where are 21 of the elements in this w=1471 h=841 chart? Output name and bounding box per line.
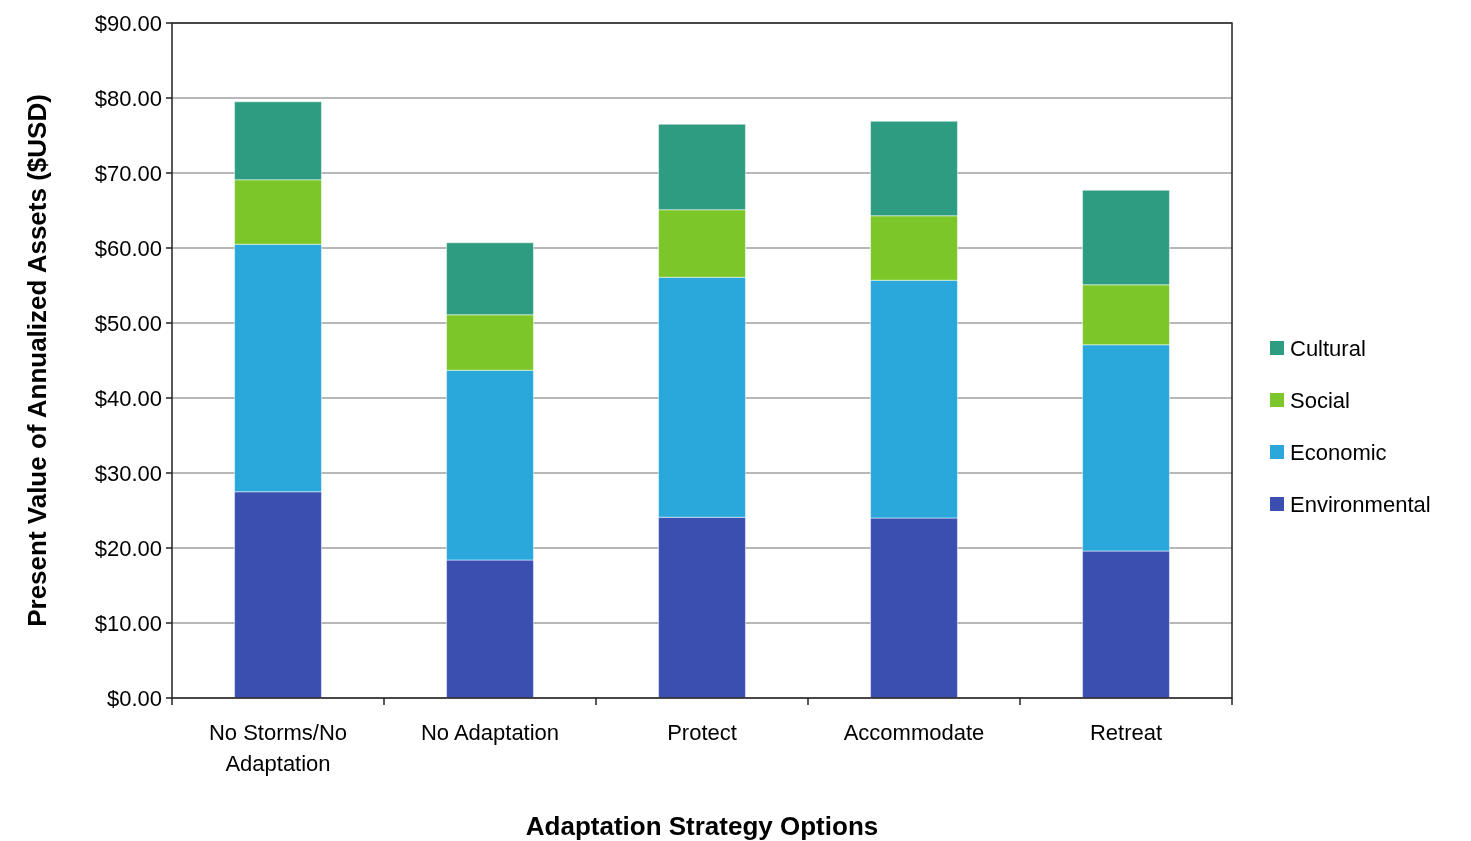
y-tick-label: $10.00	[94, 610, 162, 636]
y-tick-label: $80.00	[94, 85, 162, 111]
y-tick-label: $20.00	[94, 535, 162, 561]
y-tick-label: $50.00	[94, 310, 162, 336]
y-tick-label: $90.00	[94, 10, 162, 36]
legend-label: Cultural	[1290, 335, 1366, 361]
x-axis-title: Adaptation Strategy Options	[525, 811, 879, 841]
y-tick-label: $40.00	[94, 385, 162, 411]
legend-label: Economic	[1290, 439, 1387, 465]
y-tick-label: $0.00	[106, 685, 162, 711]
x-tick-label: Accommodate	[843, 720, 985, 745]
y-tick-label: $30.00	[94, 460, 162, 486]
legend-label: Social	[1290, 387, 1350, 413]
x-tick-label: Retreat	[1089, 720, 1163, 745]
x-tick-label: No Storms/No Adaptation	[208, 720, 348, 776]
y-tick-label: $70.00	[94, 160, 162, 186]
x-tick-label: No Adaptation	[420, 720, 560, 745]
y-axis-title: Present Value of Annualized Assets ($USD)	[22, 94, 52, 627]
x-tick-label: Protect	[667, 720, 737, 745]
y-tick-label: $60.00	[94, 235, 162, 261]
legend-label: Environmental	[1290, 491, 1431, 517]
